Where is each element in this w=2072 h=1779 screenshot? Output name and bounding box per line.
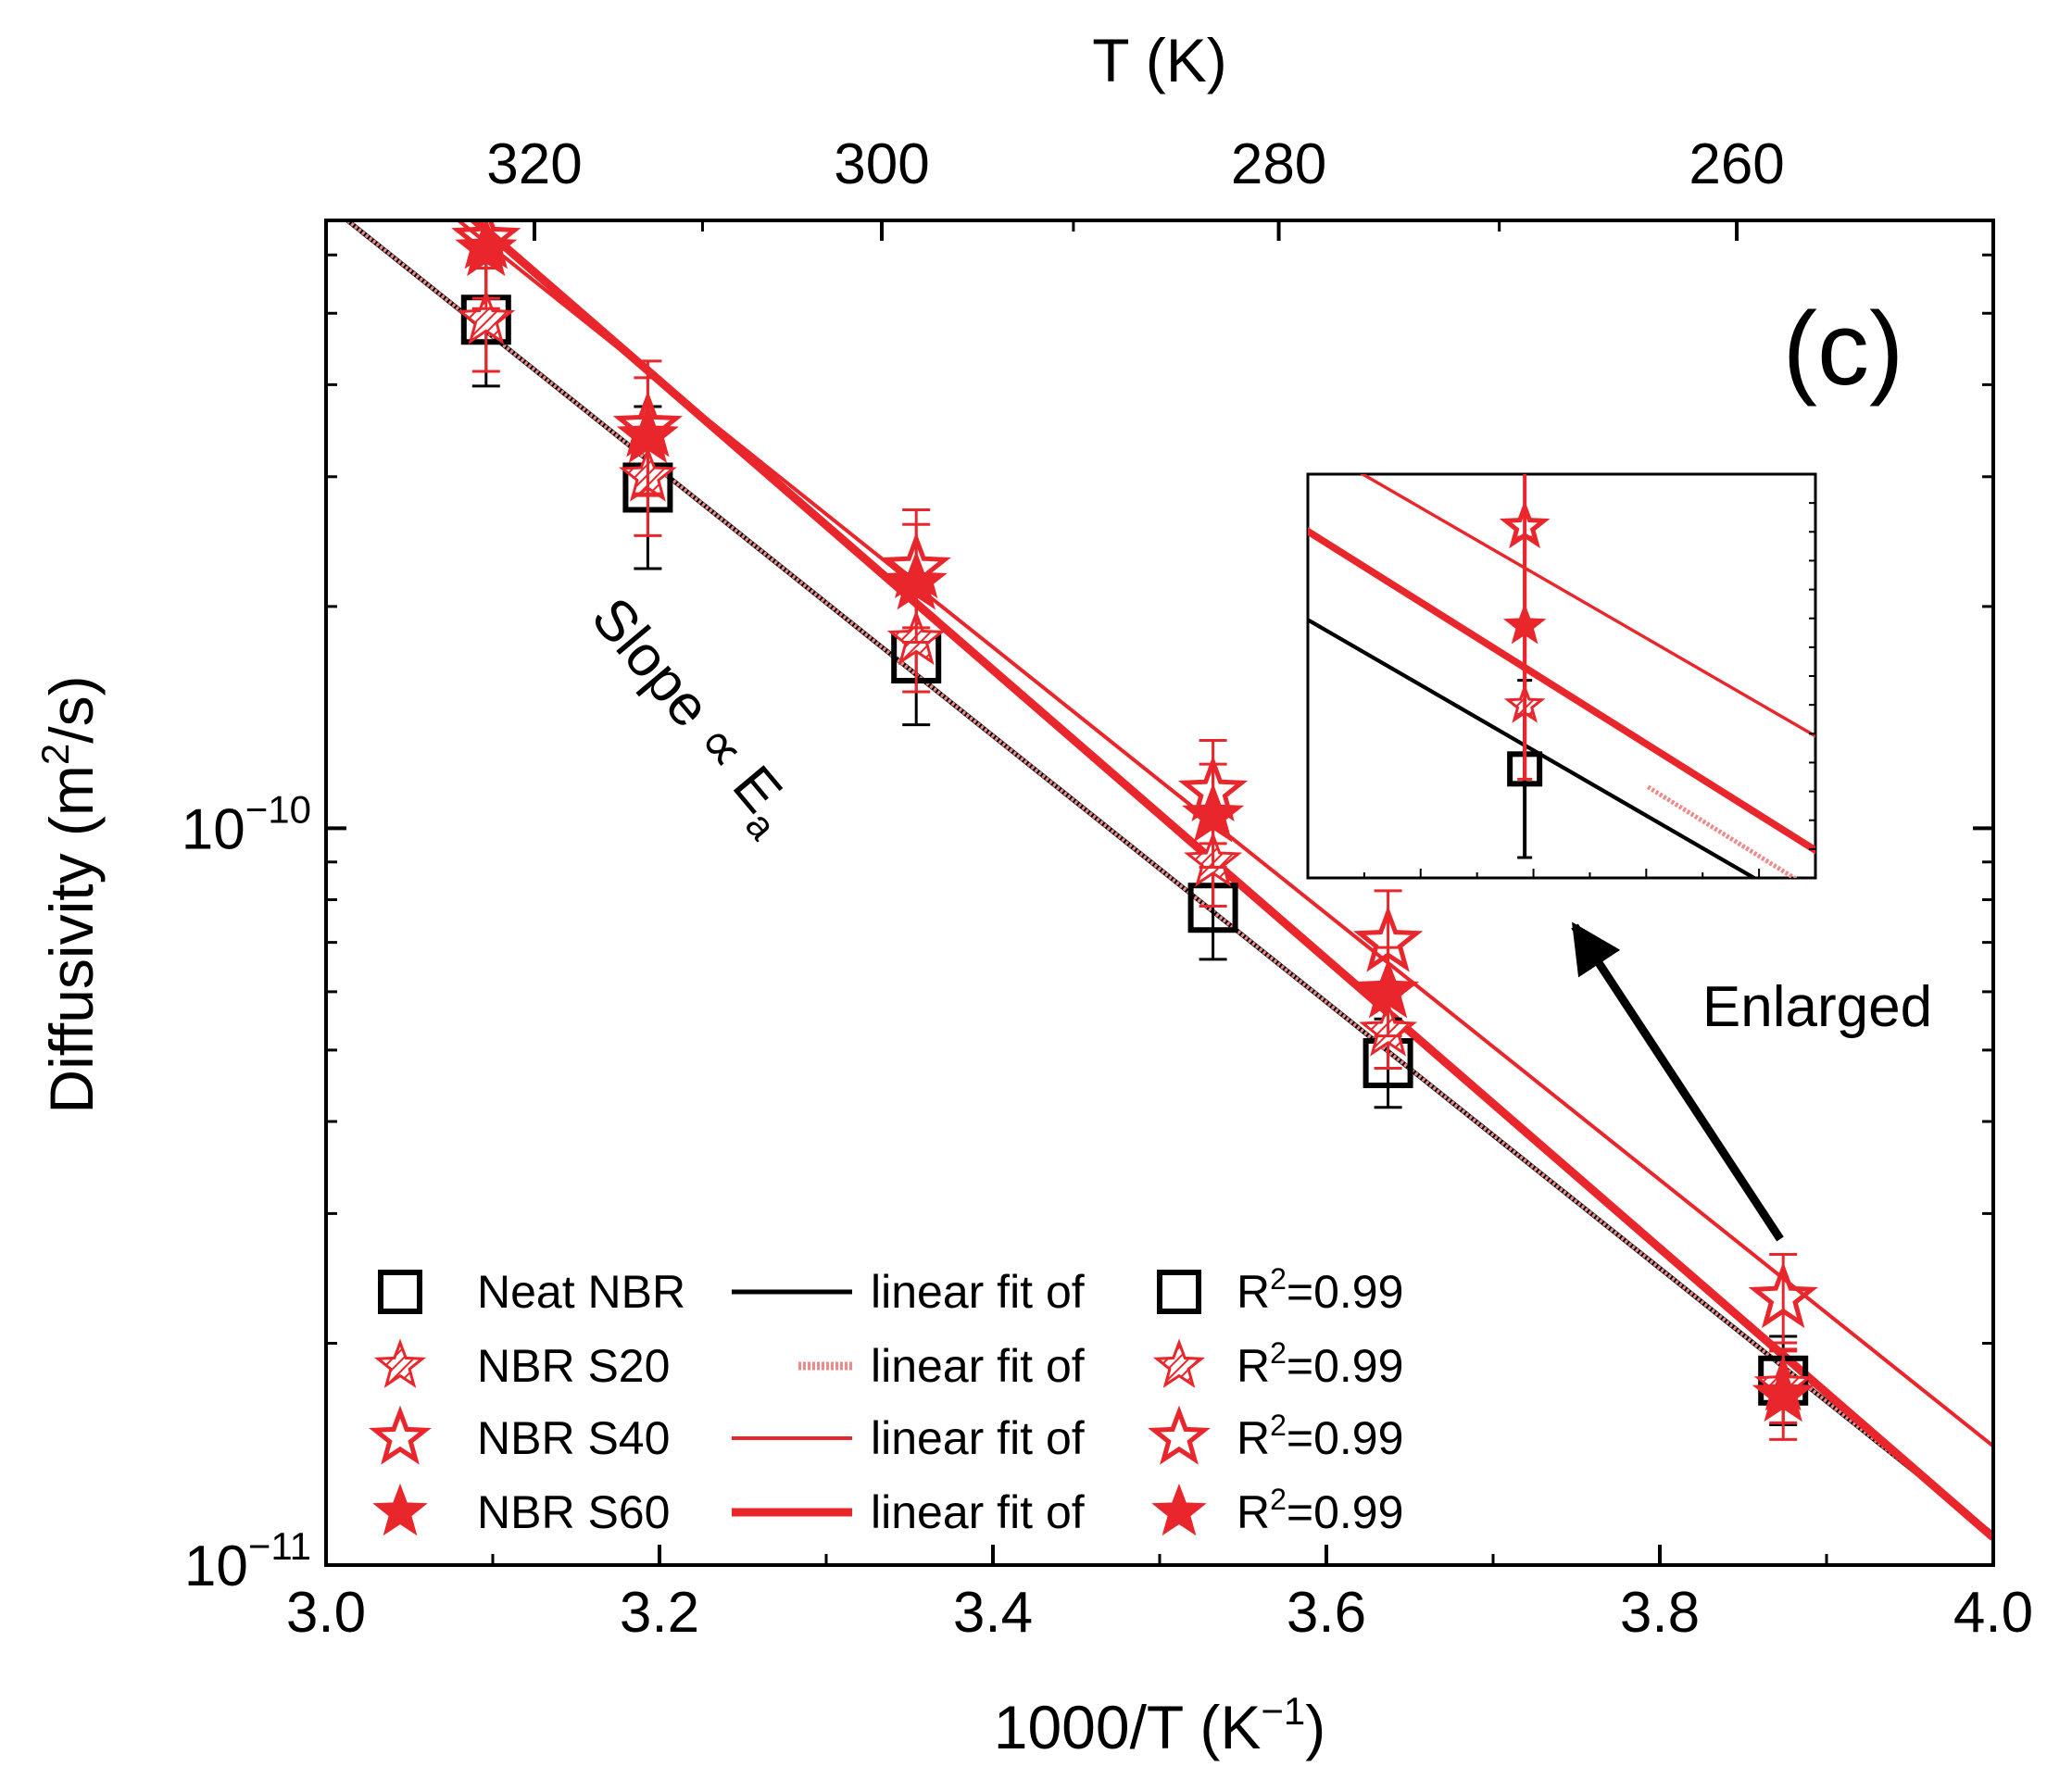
marker-nbr-s40 (1748, 1261, 1818, 1329)
point-nbr-s60 (616, 376, 679, 497)
point-nbr-s40 (1748, 1252, 1818, 1345)
inset-enlarged-view (1306, 472, 1817, 880)
inset-point-nbr-s60 (1502, 535, 1547, 716)
x-tick-label: 3.8 (1620, 1581, 1700, 1645)
legend-series-label: Neat NBR (477, 1266, 685, 1318)
legend-fit-label: linear fit of (871, 1486, 1085, 1538)
marker-nbr-s60 (885, 550, 948, 610)
legend-marker-neat-nbr (378, 1270, 422, 1314)
legend-r2-marker (1157, 1270, 1201, 1314)
legend-fit-label: linear fit of (871, 1266, 1085, 1318)
legend-marker-nbr-s40 (369, 1405, 432, 1465)
fit-line-nbr-s60 (468, 220, 1993, 1541)
legend-row-neat-nbr: Neat NBR linear fit of R2=0.99 (378, 1262, 1403, 1318)
x-tick-label: 3.2 (620, 1581, 699, 1645)
marker-nbr-s60 (455, 220, 518, 277)
top-tick-label: 260 (1689, 132, 1784, 196)
inset-marker-nbr-s60 (1502, 603, 1547, 645)
axes: 3.0 3.2 3.4 3.6 3.8 4.0 320 300 280 260 10−10 10−11 (182, 132, 2033, 1645)
y-tick-label: 10−11 (184, 1524, 311, 1598)
inset-fit-line-nbr-s20 (1646, 784, 1799, 878)
legend-marker-nbr-s60 (372, 1483, 428, 1536)
panel-label: (c) (1783, 291, 1904, 407)
legend-fit-label: linear fit of (871, 1412, 1085, 1464)
point-nbr-s60 (1752, 1349, 1815, 1441)
legend-r2-label: R2=0.99 (1237, 1483, 1403, 1538)
x-tick-label: 3.4 (953, 1581, 1033, 1645)
fit-lines (344, 220, 1993, 1541)
legend-r2-label: R2=0.99 (1237, 1262, 1403, 1318)
legend-r2-marker (1152, 1338, 1206, 1388)
point-nbr-s60 (1182, 762, 1245, 870)
point-nbr-s60 (1357, 946, 1420, 1038)
fit-line-nbr-s20 (344, 220, 1993, 1536)
y-tick-label: 10−10 (182, 787, 311, 861)
legend-fit-label: linear fit of (871, 1340, 1085, 1392)
legend-row-nbr-s60: NBR S60 linear fit of R2=0.99 (372, 1483, 1403, 1538)
legend-row-nbr-s20: NBR S20 linear fit of R2=0.99 (373, 1336, 1403, 1392)
data-points (451, 220, 1818, 1441)
x-tick-label: 4.0 (1953, 1581, 2033, 1645)
marker-nbr-s60 (1182, 783, 1245, 843)
y-axis-title: Diffusivity (m2/s) (33, 675, 106, 1113)
legend-series-label: NBR S40 (477, 1412, 670, 1464)
point-nbr-s60 (885, 522, 948, 645)
x-tick-label: 3.0 (286, 1581, 366, 1645)
top-axis-title: T (K) (1092, 26, 1226, 94)
legend-r2-marker (1148, 1405, 1211, 1465)
legend-r2-label: R2=0.99 (1237, 1409, 1403, 1464)
x-tick-label: 3.6 (1287, 1581, 1366, 1645)
inset-marker-nbr-s40 (1499, 500, 1551, 549)
legend-marker-nbr-s20 (373, 1338, 427, 1388)
marker-nbr-s60 (616, 404, 679, 464)
point-nbr-s60 (455, 220, 518, 310)
marker-nbr-s60 (1357, 958, 1420, 1019)
enlarged-arrow (1571, 921, 1784, 1242)
top-tick-label: 280 (1231, 132, 1326, 196)
top-tick-label: 320 (486, 132, 582, 196)
legend-series-label: NBR S60 (477, 1486, 670, 1538)
x-axis-title: 1000/T (K−1) (994, 1689, 1326, 1761)
marker-nbr-s20 (457, 289, 516, 345)
fit-line-nbr-s40 (455, 220, 1993, 1448)
legend-series-label: NBR S20 (477, 1340, 670, 1392)
legend-r2-marker (1151, 1483, 1207, 1536)
marker-nbr-s60 (1752, 1362, 1815, 1422)
legend-row-nbr-s40: NBR S40 linear fit of R2=0.99 (369, 1405, 1403, 1465)
enlarged-label: Enlarged (1702, 975, 1932, 1039)
legend-r2-label: R2=0.99 (1237, 1336, 1403, 1392)
legend: Neat NBR linear fit of R2=0.99 NBR S20 linea… (369, 1262, 1403, 1538)
top-tick-label: 300 (834, 132, 929, 196)
